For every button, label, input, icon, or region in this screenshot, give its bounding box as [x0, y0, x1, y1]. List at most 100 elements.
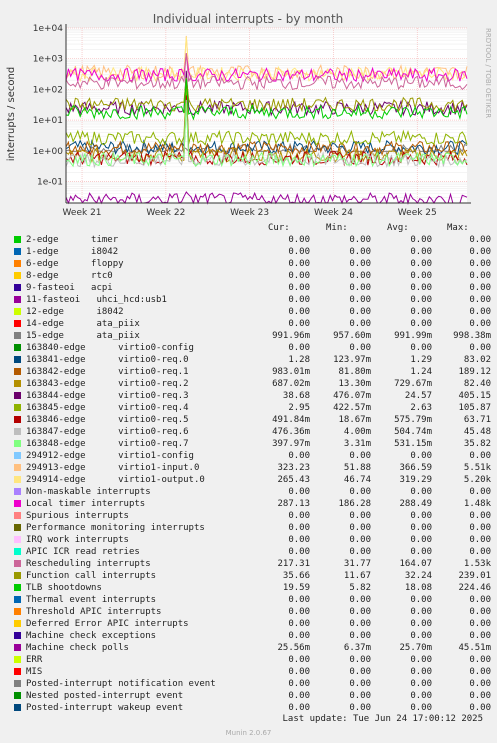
y-tick-label: 1e+01	[33, 116, 63, 126]
series-line	[65, 78, 468, 121]
legend-label: 294914-edge virtio1-output.0	[26, 475, 205, 485]
legend-swatch	[14, 704, 21, 711]
legend-max-value: 0.00	[469, 619, 491, 629]
legend-avg-value: 25.70m	[399, 643, 432, 653]
legend-min-value: 0.00	[349, 595, 371, 605]
legend-max-value: 998.38m	[453, 331, 491, 341]
legend-swatch	[14, 692, 21, 699]
legend-item: 294914-edge virtio1-output.0 265.43 46.74 3…	[14, 474, 491, 486]
legend-min-value: 18.67m	[338, 415, 371, 425]
legend-max-value: 405.15	[458, 391, 491, 401]
legend-swatch	[14, 488, 21, 495]
legend-max-value: 0.00	[469, 487, 491, 497]
series-line	[65, 52, 468, 91]
legend-item: 294912-edge virtio1-config 0.00 0.00 0.00 0.…	[14, 450, 491, 462]
legend-avg-value: 319.29	[399, 475, 432, 485]
legend-label: 8-edge rtc0	[26, 271, 113, 281]
legend-label: Spurious interrupts	[26, 511, 129, 521]
legend-avg-value: 0.00	[410, 547, 432, 557]
legend-item: 12-edge i8042 0.00 0.00 0.00 0.00	[14, 306, 491, 318]
legend-cur-value: 35.66	[282, 571, 310, 581]
legend-cur-value: 0.00	[288, 631, 310, 641]
legend-avg-value: 729.67m	[394, 379, 432, 389]
x-tick-label: Week 23	[230, 208, 269, 218]
x-tick-label: Week 24	[314, 208, 353, 218]
legend-avg-value: 366.59	[399, 463, 432, 473]
legend-swatch	[14, 524, 21, 531]
legend-cur-value: 0.00	[288, 259, 310, 269]
column-header-avg: Avg:	[387, 223, 409, 233]
legend-min-value: 0.00	[349, 703, 371, 713]
legend-cur-value: 0.00	[288, 619, 310, 629]
legend-swatch	[14, 296, 21, 303]
legend-avg-value: 0.00	[410, 343, 432, 353]
legend-max-value: 0.00	[469, 691, 491, 701]
legend-swatch	[14, 404, 21, 411]
legend-item: Nested posted-interrupt event 0.00 0.00 0.0…	[14, 690, 491, 702]
legend-min-value: 0.00	[349, 607, 371, 617]
legend-max-value: 5.51k	[463, 463, 491, 473]
legend-label: Machine check exceptions	[26, 631, 157, 641]
legend-cur-value: 0.00	[288, 319, 310, 329]
y-tick-label: 1e+00	[33, 147, 64, 157]
legend-min-value: 5.82	[349, 583, 371, 593]
legend-avg-value: 1.29	[410, 355, 432, 365]
legend-item: Posted-interrupt wakeup event 0.00 0.00 0.0…	[14, 702, 491, 714]
legend-cur-value: 0.00	[288, 487, 310, 497]
legend-item: Function call interrupts 35.66 11.67 32.24 2…	[14, 570, 491, 582]
legend-label: 163844-edge virtio0-req.3	[26, 391, 189, 401]
legend-swatch	[14, 572, 21, 579]
legend-cur-value: 0.00	[288, 271, 310, 281]
legend-swatch	[14, 476, 21, 483]
legend-item: 163845-edge virtio0-req.4 2.95 422.57m 2.63…	[14, 402, 491, 414]
legend-avg-value: 0.00	[410, 451, 432, 461]
legend-swatch	[14, 440, 21, 447]
legend-max-value: 1.48k	[463, 499, 491, 509]
legend-label: Non-maskable interrupts	[26, 487, 151, 497]
legend-label: 163843-edge virtio0-req.2	[26, 379, 189, 389]
legend-label: Rescheduling interrupts	[26, 559, 151, 569]
legend-min-value: 51.88	[343, 463, 371, 473]
legend-label: Threshold APIC interrupts	[26, 607, 162, 617]
legend-swatch	[14, 236, 21, 243]
grid	[66, 27, 467, 204]
legend-min-value: 0.00	[349, 679, 371, 689]
y-tick-label: 1e+02	[33, 85, 63, 95]
legend-swatch	[14, 680, 21, 687]
series-lines	[65, 35, 468, 205]
legend-avg-value: 0.00	[410, 271, 432, 281]
legend-swatch	[14, 428, 21, 435]
legend-cur-value: 0.00	[288, 307, 310, 317]
legend-min-value: 0.00	[349, 511, 371, 521]
legend-avg-value: 0.00	[410, 691, 432, 701]
legend-cur-value: 0.00	[288, 607, 310, 617]
legend-label: 163841-edge virtio0-req.0	[26, 355, 189, 365]
legend-cur-value: 983.01m	[272, 367, 310, 377]
legend-min-value: 186.28	[338, 499, 371, 509]
legend-label: Deferred Error APIC interrupts	[26, 619, 189, 629]
legend-cur-value: 0.00	[288, 283, 310, 293]
legend-swatch	[14, 560, 21, 567]
legend-max-value: 0.00	[469, 511, 491, 521]
legend-max-value: 0.00	[469, 547, 491, 557]
legend-cur-value: 1.28	[288, 355, 310, 365]
legend-label: 15-edge ata_piix	[26, 331, 140, 341]
legend-avg-value: 0.00	[410, 487, 432, 497]
legend-min-value: 957.60m	[333, 331, 371, 341]
legend-item: 15-edge ata_piix 991.96m 957.60m 991.99m 998…	[14, 330, 491, 342]
legend-label: 294913-edge virtio1-input.0	[26, 463, 200, 473]
legend-min-value: 0.00	[349, 547, 371, 557]
legend-max-value: 0.00	[469, 667, 491, 677]
y-tick-label: 1e-01	[37, 178, 63, 188]
legend-avg-value: 0.00	[410, 319, 432, 329]
legend-label: Posted-interrupt wakeup event	[26, 703, 184, 713]
y-tick-label: 1e+04	[33, 24, 64, 34]
legend-label: Function call interrupts	[26, 571, 157, 581]
legend-avg-value: 0.00	[410, 259, 432, 269]
legend-item: Non-maskable interrupts 0.00 0.00 0.00 0.00	[14, 486, 491, 498]
legend-avg-value: 504.74m	[394, 427, 432, 437]
legend-min-value: 0.00	[349, 535, 371, 545]
legend-swatch	[14, 392, 21, 399]
series-line	[65, 103, 468, 168]
